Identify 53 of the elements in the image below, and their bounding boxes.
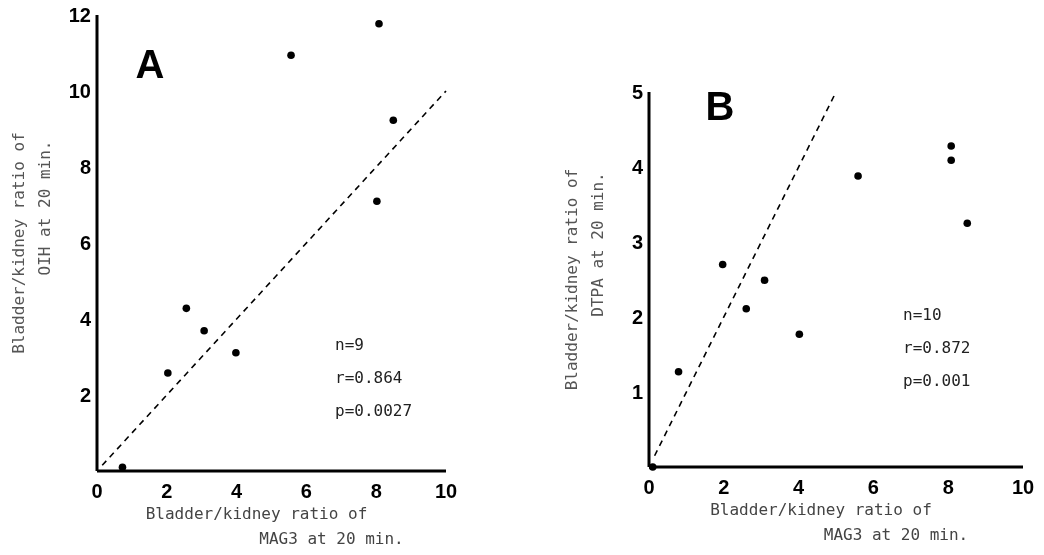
y-tick-label: 2 bbox=[631, 306, 643, 328]
x-tick-label: 10 bbox=[1011, 476, 1035, 498]
x-tick-label: 4 bbox=[231, 480, 244, 502]
annotation: B bbox=[705, 84, 735, 128]
point bbox=[118, 463, 127, 471]
x-tick-label: 8 bbox=[370, 480, 382, 502]
point bbox=[854, 172, 862, 180]
x-tick-label: 4 bbox=[793, 476, 806, 498]
annotation: p=0.0027 bbox=[335, 401, 413, 420]
point bbox=[795, 330, 804, 339]
annotation: r=0.872 bbox=[903, 338, 971, 357]
y-tick-label: 4 bbox=[631, 156, 644, 178]
point bbox=[375, 19, 383, 28]
x-tick-label: 6 bbox=[867, 476, 879, 498]
annotation: n=10 bbox=[903, 305, 942, 324]
point bbox=[963, 219, 972, 228]
y-tick-label: 1 bbox=[631, 381, 643, 403]
point bbox=[232, 349, 240, 357]
y-tick-label: 3 bbox=[631, 231, 643, 253]
y-axis-title: Bladder/kidney ratio of OIH at 20 min. bbox=[9, 132, 54, 354]
x-tick-label: 0 bbox=[643, 476, 655, 498]
x-tick-label: 2 bbox=[718, 476, 730, 498]
x-tick-label: 8 bbox=[942, 476, 954, 498]
y-tick-label: 4 bbox=[79, 308, 92, 330]
point bbox=[718, 260, 727, 269]
y-tick-label: 12 bbox=[68, 4, 91, 26]
point bbox=[200, 326, 208, 335]
point bbox=[947, 142, 955, 150]
x-tick-label: 10 bbox=[434, 480, 458, 502]
annotation: r=0.864 bbox=[335, 368, 403, 387]
x-tick-label: 0 bbox=[91, 480, 103, 502]
point bbox=[389, 116, 398, 125]
x-axis-title: Bladder/kidney ratio of MAG3 at 20 min. bbox=[710, 500, 969, 544]
x-axis-title: Bladder/kidney ratio of MAG3 at 20 min. bbox=[145, 504, 404, 548]
point bbox=[164, 369, 172, 377]
annotation: n=9 bbox=[335, 335, 364, 354]
point bbox=[287, 51, 295, 60]
point bbox=[760, 276, 769, 285]
point bbox=[373, 197, 381, 205]
y-axis-title: Bladder/kidney ratio of DTPA at 20 min. bbox=[562, 168, 607, 391]
annotation: A bbox=[135, 42, 165, 86]
y-tick-label: 8 bbox=[79, 156, 91, 178]
y-tick-label: 6 bbox=[79, 232, 91, 254]
point bbox=[947, 156, 955, 165]
y-tick-label: 5 bbox=[631, 81, 643, 103]
y-tick-label: 2 bbox=[79, 384, 91, 406]
point bbox=[674, 367, 683, 376]
point bbox=[182, 304, 191, 313]
point bbox=[742, 304, 751, 313]
x-tick-label: 2 bbox=[161, 480, 173, 502]
y-tick-label: 10 bbox=[68, 80, 91, 102]
x-tick-label: 6 bbox=[300, 480, 312, 502]
annotation: p=0.001 bbox=[903, 371, 971, 390]
